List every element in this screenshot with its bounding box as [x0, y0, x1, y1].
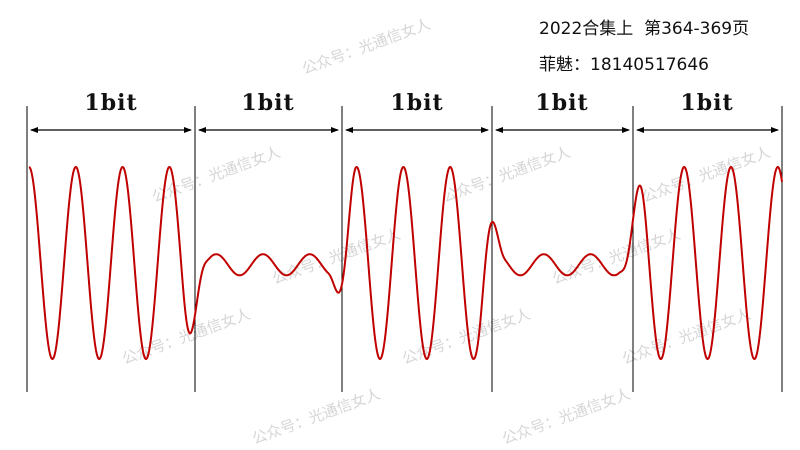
bit-label-3: 1bit	[390, 90, 444, 116]
modulated-carrier-waveform	[28, 165, 783, 361]
bit-label-4: 1bit	[535, 90, 589, 116]
bit-label-5: 1bit	[680, 90, 734, 116]
header-contact: 菲魅：18140517646	[539, 55, 709, 75]
bit-label-2: 1bit	[241, 90, 295, 116]
header-collection-pages: 2022合集上 第364-369页	[539, 19, 750, 39]
bit-label-1: 1bit	[84, 90, 138, 116]
